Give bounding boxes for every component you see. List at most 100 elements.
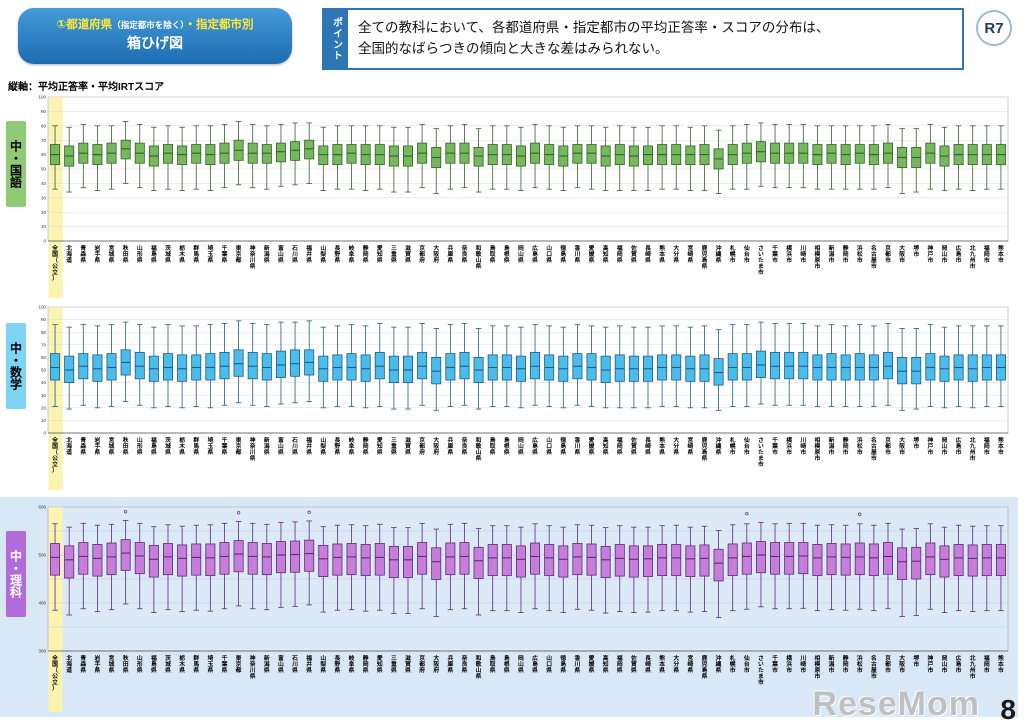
- subject-label-science: 中・理科: [6, 531, 26, 617]
- svg-text:佐賀県: 佐賀県: [630, 654, 637, 674]
- svg-text:広島県: 広島県: [532, 654, 538, 674]
- svg-text:愛知県: 愛知県: [376, 244, 383, 264]
- svg-text:30: 30: [41, 393, 47, 398]
- svg-text:長崎県: 長崎県: [645, 244, 651, 264]
- svg-text:山梨県: 山梨県: [319, 654, 326, 674]
- svg-text:山形県: 山形県: [137, 244, 143, 264]
- svg-text:茨城県: 茨城県: [165, 244, 171, 264]
- svg-text:長崎県: 長崎県: [645, 436, 651, 456]
- svg-text:100: 100: [38, 95, 46, 100]
- svg-text:奈良県: 奈良県: [461, 654, 468, 674]
- svg-text:岡山市: 岡山市: [942, 436, 948, 456]
- svg-text:京都市: 京都市: [884, 654, 891, 674]
- svg-text:沖縄県: 沖縄県: [716, 654, 722, 674]
- svg-text:高知県: 高知県: [602, 436, 609, 456]
- svg-text:福岡市: 福岡市: [983, 654, 990, 674]
- svg-text:愛媛県: 愛媛県: [588, 244, 595, 264]
- svg-text:長崎県: 長崎県: [645, 654, 651, 674]
- svg-text:秋田県: 秋田県: [123, 244, 129, 264]
- svg-text:福岡市: 福岡市: [983, 436, 990, 456]
- svg-text:高知県: 高知県: [602, 654, 609, 674]
- svg-text:兵庫県: 兵庫県: [447, 654, 453, 674]
- svg-text:兵庫県: 兵庫県: [447, 244, 453, 264]
- svg-text:東京都: 東京都: [235, 436, 242, 456]
- svg-text:香川県: 香川県: [574, 436, 581, 456]
- svg-text:新潟県: 新潟県: [264, 654, 270, 674]
- svg-text:愛知県: 愛知県: [376, 654, 383, 674]
- svg-text:さいたま市: さいたま市: [758, 437, 764, 468]
- svg-text:70: 70: [41, 342, 47, 347]
- point-label: ポイント: [324, 10, 348, 68]
- point-box: ポイント 全ての教科において、各都道府県・指定都市の平均正答率・スコアの分布は、…: [322, 8, 964, 70]
- svg-text:さいたま市: さいたま市: [758, 245, 764, 276]
- svg-text:川崎市: 川崎市: [799, 437, 806, 456]
- svg-text:仙台市: 仙台市: [744, 244, 750, 264]
- svg-text:佐賀県: 佐賀県: [630, 244, 637, 264]
- svg-text:長野県: 長野県: [335, 436, 341, 456]
- svg-text:宮城県: 宮城県: [109, 654, 115, 674]
- svg-text:宮城県: 宮城県: [109, 436, 115, 456]
- svg-text:浜松市: 浜松市: [857, 436, 863, 456]
- svg-text:富山県: 富山県: [278, 654, 284, 674]
- svg-text:神奈川県: 神奈川県: [249, 436, 256, 462]
- svg-text:70: 70: [41, 138, 47, 143]
- point-text: 全ての教科において、各都道府県・指定都市の平均正答率・スコアの分布は、 全国的な…: [348, 10, 962, 68]
- title-part2: （指定都市を除く）: [112, 19, 185, 30]
- svg-text:千葉市: 千葉市: [771, 654, 778, 674]
- svg-text:0: 0: [43, 431, 46, 436]
- svg-text:島根県: 島根県: [504, 654, 510, 674]
- svg-text:札幌市: 札幌市: [729, 244, 736, 264]
- svg-text:埼玉県: 埼玉県: [207, 244, 213, 264]
- svg-text:相模原市: 相模原市: [815, 436, 821, 462]
- svg-text:80: 80: [41, 123, 47, 128]
- svg-text:栃木県: 栃木県: [178, 244, 185, 264]
- svg-text:滋賀県: 滋賀県: [404, 654, 411, 674]
- svg-text:秋田県: 秋田県: [123, 436, 129, 456]
- svg-text:岡山市: 岡山市: [942, 654, 948, 674]
- svg-text:浜松市: 浜松市: [857, 654, 863, 674]
- axis-note: 縦軸：平均正答率・平均IRTスコア: [8, 82, 165, 93]
- svg-text:栃木県: 栃木県: [178, 436, 185, 456]
- svg-text:300: 300: [38, 649, 46, 654]
- svg-text:茨城県: 茨城県: [165, 436, 171, 456]
- svg-text:千葉市: 千葉市: [771, 436, 778, 456]
- title-part1: ①都道府県: [56, 18, 113, 31]
- svg-text:新潟市: 新潟市: [829, 654, 835, 674]
- svg-text:仙台市: 仙台市: [744, 654, 750, 674]
- svg-text:福井県: 福井県: [305, 244, 312, 264]
- svg-text:岡山市: 岡山市: [942, 244, 948, 264]
- svg-text:静岡市: 静岡市: [843, 436, 849, 456]
- svg-text:神戸市: 神戸市: [927, 244, 933, 264]
- svg-text:富山県: 富山県: [278, 436, 284, 456]
- svg-text:兵庫県: 兵庫県: [447, 436, 453, 456]
- svg-text:熊本市: 熊本市: [998, 244, 1004, 264]
- svg-text:埼玉県: 埼玉県: [207, 436, 213, 456]
- boxplot-chart-kokugo: 0 10 20 30 40 50 60 70 80 90 100 全国（公立） 北海道 青森県 岩手県 宮城県…: [38, 95, 1009, 298]
- svg-text:滋賀県: 滋賀県: [404, 436, 411, 456]
- svg-text:浜松市: 浜松市: [857, 244, 863, 264]
- svg-text:宮崎県: 宮崎県: [687, 654, 693, 674]
- boxplot-chart-science: 300 400 500 600 全国（公立） 北海道 青森県 岩手県 宮城県 秋田県 山形県 福島県 茨…: [38, 505, 1009, 712]
- svg-text:名古屋市: 名古屋市: [871, 436, 877, 462]
- svg-text:40: 40: [41, 380, 47, 385]
- svg-text:新潟市: 新潟市: [829, 244, 835, 264]
- svg-text:堺市: 堺市: [913, 654, 919, 668]
- chart-row-kokugo: 中・国語 0 10 20 30 40 50 60 70 80 90 100 全国（公立） 北海道 青森県 岩…: [0, 91, 1024, 301]
- svg-text:佐賀県: 佐賀県: [630, 436, 637, 456]
- svg-text:広島市: 広島市: [956, 244, 962, 264]
- svg-text:鳥取県: 鳥取県: [490, 244, 496, 264]
- svg-text:大阪府: 大阪府: [433, 436, 439, 456]
- svg-text:大分県: 大分県: [673, 654, 679, 674]
- svg-text:静岡県: 静岡県: [363, 436, 369, 456]
- svg-text:50: 50: [41, 167, 47, 172]
- svg-text:福岡県: 福岡県: [616, 654, 623, 674]
- svg-text:仙台市: 仙台市: [744, 436, 750, 456]
- svg-text:香川県: 香川県: [574, 244, 581, 264]
- svg-text:新潟市: 新潟市: [829, 436, 835, 456]
- svg-text:千葉県: 千葉県: [221, 654, 228, 674]
- svg-text:福井県: 福井県: [305, 436, 312, 456]
- svg-text:80: 80: [41, 330, 47, 335]
- svg-text:北九州市: 北九州市: [969, 244, 976, 270]
- svg-text:山形県: 山形県: [137, 654, 143, 674]
